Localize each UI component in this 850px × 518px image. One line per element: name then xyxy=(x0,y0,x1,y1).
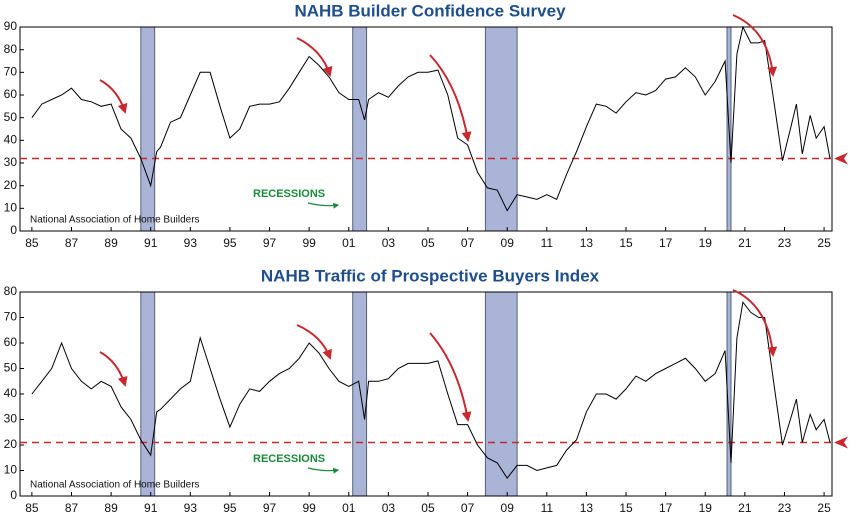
y-tick-label: 40 xyxy=(4,133,18,147)
recession-band xyxy=(352,26,368,232)
x-tick-label: 23 xyxy=(778,236,792,250)
y-tick-label: 20 xyxy=(4,437,18,451)
x-tick-label: 97 xyxy=(263,236,277,250)
x-tick-label: 87 xyxy=(65,501,79,515)
x-tick-label: 19 xyxy=(699,501,713,515)
x-tick-label: 11 xyxy=(541,236,554,250)
x-tick-label: 07 xyxy=(461,501,475,515)
x-tick-label: 89 xyxy=(104,236,118,250)
x-tick-label: 95 xyxy=(223,501,237,515)
x-tick-label: 85 xyxy=(25,501,39,515)
x-tick-label: 25 xyxy=(817,236,831,250)
y-tick-label: 30 xyxy=(4,155,18,169)
x-tick-label: 13 xyxy=(580,501,594,515)
y-tick-label: 50 xyxy=(4,361,18,375)
recession-band xyxy=(140,26,156,232)
reference-arrowhead xyxy=(834,436,848,449)
y-tick-label: 40 xyxy=(4,386,18,400)
x-tick-label: 97 xyxy=(263,501,277,515)
recession-band xyxy=(140,291,156,497)
reference-arrowhead xyxy=(834,152,848,165)
y-tick-label: 80 xyxy=(4,284,18,298)
x-tick-label: 99 xyxy=(302,236,316,250)
x-tick-label: 05 xyxy=(421,501,435,515)
recession-band xyxy=(484,291,518,497)
x-tick-label: 23 xyxy=(778,501,792,515)
y-tick-label: 70 xyxy=(4,65,18,79)
x-tick-label: 03 xyxy=(382,501,396,515)
x-tick-label: 85 xyxy=(25,236,39,250)
chart-title: NAHB Traffic of Prospective Buyers Index xyxy=(261,266,600,285)
recession-band xyxy=(352,291,368,497)
recession-band xyxy=(484,26,518,232)
y-tick-label: 30 xyxy=(4,412,18,426)
x-tick-label: 01 xyxy=(342,501,356,515)
recessions-label: RECESSIONS xyxy=(253,188,325,200)
y-tick-label: 10 xyxy=(4,463,18,477)
x-tick-label: 93 xyxy=(184,236,198,250)
x-tick-label: 91 xyxy=(144,236,158,250)
y-tick-label: 90 xyxy=(4,19,18,33)
y-tick-label: 0 xyxy=(10,223,17,237)
x-tick-label: 01 xyxy=(342,236,356,250)
recession-arrows xyxy=(307,202,340,474)
x-tick-label: 91 xyxy=(144,501,158,515)
x-tick-label: 09 xyxy=(501,501,515,515)
x-tick-label: 03 xyxy=(382,236,396,250)
x-tick-label: 05 xyxy=(421,236,435,250)
x-tick-label: 95 xyxy=(223,236,237,250)
y-tick-label: 60 xyxy=(4,87,18,101)
y-tick-label: 20 xyxy=(4,178,18,192)
y-tick-label: 80 xyxy=(4,42,18,56)
y-tick-label: 60 xyxy=(4,335,18,349)
x-tick-label: 13 xyxy=(580,236,594,250)
x-tick-label: 25 xyxy=(817,501,831,515)
x-tick-label: 15 xyxy=(619,501,633,515)
recessions-label: RECESSIONS xyxy=(253,453,325,465)
y-tick-label: 50 xyxy=(4,110,18,124)
x-tick-label: 87 xyxy=(65,236,79,250)
x-tick-label: 89 xyxy=(104,501,118,515)
x-tick-label: 19 xyxy=(699,236,713,250)
x-tick-label: 11 xyxy=(541,501,554,515)
chart-title: NAHB Builder Confidence Survey xyxy=(294,1,566,20)
x-tick-label: 99 xyxy=(302,501,316,515)
x-tick-label: 93 xyxy=(184,501,198,515)
source-note: National Association of Home Builders xyxy=(30,215,200,226)
x-tick-label: 17 xyxy=(659,501,673,515)
x-tick-label: 21 xyxy=(738,236,752,250)
source-note: National Association of Home Builders xyxy=(30,480,200,491)
y-tick-label: 0 xyxy=(10,488,17,502)
plot-frame xyxy=(19,26,833,232)
x-tick-label: 15 xyxy=(619,236,633,250)
x-tick-label: 09 xyxy=(501,236,515,250)
x-tick-label: 07 xyxy=(461,236,475,250)
y-tick-label: 10 xyxy=(4,201,18,215)
arrows xyxy=(99,14,778,422)
x-tick-label: 21 xyxy=(738,501,752,515)
data-line xyxy=(31,25,831,212)
data-line xyxy=(31,300,831,479)
y-tick-label: 70 xyxy=(4,310,18,324)
x-tick-label: 17 xyxy=(659,236,673,250)
